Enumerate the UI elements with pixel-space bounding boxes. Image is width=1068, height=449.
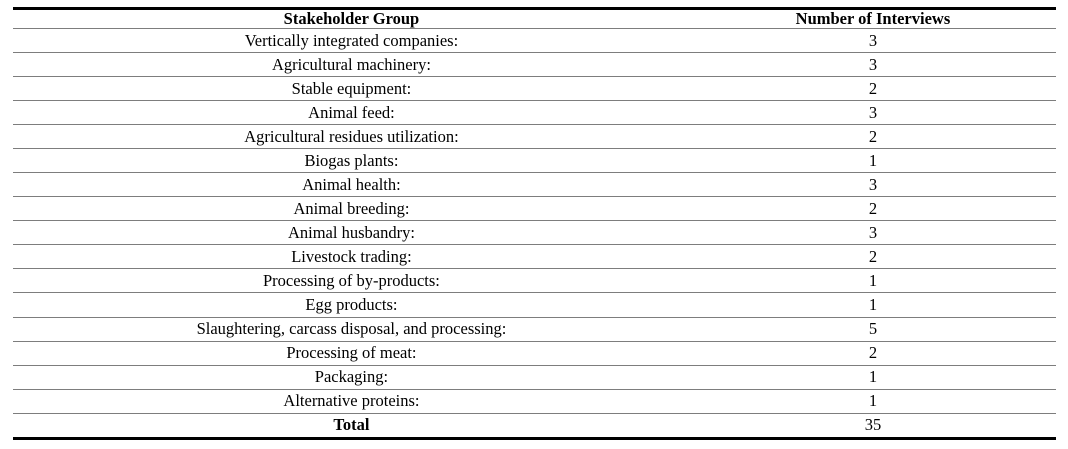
header-row: Stakeholder Group Number of Interviews (13, 8, 1056, 30)
stakeholder-group-cell: Egg products: (13, 292, 690, 318)
table-row: Agricultural residues utilization: 2 (13, 124, 1056, 150)
interview-count-cell: 1 (689, 292, 1056, 318)
stakeholder-group-cell: Processing of meat: (13, 341, 690, 366)
table-header: Stakeholder Group Number of Interviews (13, 8, 1056, 30)
table-row: Agricultural machinery: 3 (13, 52, 1056, 78)
stakeholder-group-cell: Processing of by-products: (13, 268, 690, 294)
column-header-number-of-interviews: Number of Interviews (689, 8, 1056, 30)
table-row: Slaughtering, carcass disposal, and proc… (13, 317, 1056, 342)
table-row: Egg products: 1 (13, 292, 1056, 318)
stakeholder-group-cell: Animal health: (13, 172, 690, 198)
table-row: Alternative proteins: 1 (13, 389, 1056, 414)
stakeholder-group-cell: Slaughtering, carcass disposal, and proc… (13, 317, 690, 342)
stakeholder-group-cell: Alternative proteins: (13, 389, 690, 414)
interview-count-cell: 1 (689, 148, 1056, 174)
interview-count-cell: 3 (689, 220, 1056, 246)
stakeholder-group-cell: Animal husbandry: (13, 220, 690, 246)
stakeholder-group-cell: Biogas plants: (13, 148, 690, 174)
interview-count-cell: 2 (689, 196, 1056, 222)
table-row: Animal health: 3 (13, 172, 1056, 198)
stakeholder-group-cell: Packaging: (13, 365, 690, 390)
interview-count-cell: 5 (689, 317, 1056, 342)
stakeholder-group-cell: Livestock trading: (13, 244, 690, 270)
interview-count-cell: 2 (689, 341, 1056, 366)
total-label-cell: Total (333, 415, 370, 435)
stakeholder-group-cell: Agricultural residues utilization: (13, 124, 690, 150)
table-row: Packaging: 1 (13, 365, 1056, 390)
interview-count-cell: 3 (689, 172, 1056, 198)
table-body: Vertically integrated companies: 3 Agric… (13, 28, 1056, 439)
table-row: Animal feed: 3 (13, 100, 1056, 126)
interview-count-cell: 2 (689, 76, 1056, 102)
table-row: Animal breeding: 2 (13, 196, 1056, 222)
interview-count-cell: 2 (689, 244, 1056, 270)
total-row: Total 35 (13, 413, 1056, 438)
interview-count-cell: 3 (689, 52, 1056, 78)
interview-count-cell: 3 (689, 100, 1056, 126)
stakeholder-interview-table: Stakeholder Group Number of Interviews V… (13, 7, 1056, 440)
table-row: Animal husbandry: 3 (13, 220, 1056, 246)
interview-count-cell: 1 (689, 268, 1056, 294)
table-row: Livestock trading: 2 (13, 244, 1056, 270)
interview-count-cell: 1 (689, 365, 1056, 390)
table-row: Processing of meat: 2 (13, 341, 1056, 366)
stakeholder-group-cell: Vertically integrated companies: (13, 28, 690, 54)
column-header-stakeholder-group: Stakeholder Group (13, 8, 690, 30)
stakeholder-interview-table-container: Stakeholder Group Number of Interviews V… (13, 7, 1056, 440)
table-row: Processing of by-products: 1 (13, 268, 1056, 294)
table-row: Vertically integrated companies: 3 (13, 28, 1056, 54)
interview-count-cell: 2 (689, 124, 1056, 150)
stakeholder-group-cell: Animal feed: (13, 100, 690, 126)
interview-count-cell: 1 (689, 389, 1056, 414)
stakeholder-group-cell: Agricultural machinery: (13, 52, 690, 78)
table-row: Stable equipment: 2 (13, 76, 1056, 102)
table-row: Biogas plants: 1 (13, 148, 1056, 174)
total-value-cell: 35 (864, 415, 882, 435)
stakeholder-group-cell: Stable equipment: (13, 76, 690, 102)
interview-count-cell: 3 (689, 28, 1056, 54)
stakeholder-group-cell: Animal breeding: (13, 196, 690, 222)
